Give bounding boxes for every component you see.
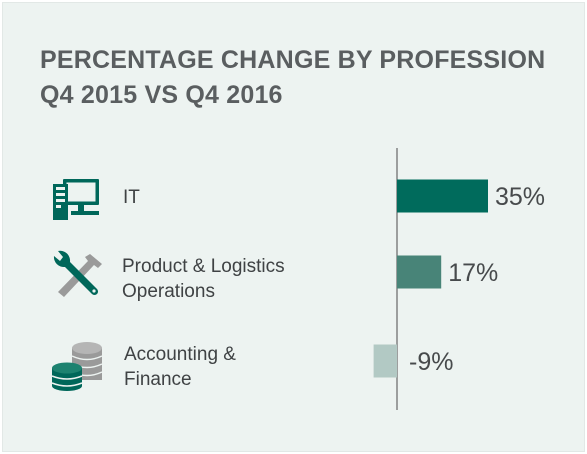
- category-label-line: Product & Logistics: [122, 256, 285, 277]
- computer-icon: [53, 179, 99, 220]
- coin-stack-icon: [51, 342, 103, 391]
- bar: [397, 179, 488, 213]
- chart-title: PERCENTAGE CHANGE BY PROFESSION: [40, 46, 546, 74]
- category-label-line: IT: [123, 187, 140, 208]
- category-label-line: Operations: [122, 281, 215, 302]
- category-label-accounting-finance: Accounting & Finance: [124, 342, 236, 392]
- bar: [397, 255, 442, 289]
- value-label: -9%: [409, 348, 453, 376]
- category-label-line: Accounting &: [124, 344, 236, 365]
- bar: [373, 344, 397, 378]
- value-label: 17%: [448, 259, 498, 287]
- category-label-it: IT: [123, 185, 140, 210]
- value-label: 35%: [495, 183, 545, 211]
- wrench-hammer-icon: [53, 250, 102, 297]
- chart-subtitle: Q4 2015 VS Q4 2016: [40, 81, 283, 109]
- category-label-product-logistics: Product & Logistics Operations: [122, 254, 285, 304]
- category-label-line: Finance: [124, 369, 192, 390]
